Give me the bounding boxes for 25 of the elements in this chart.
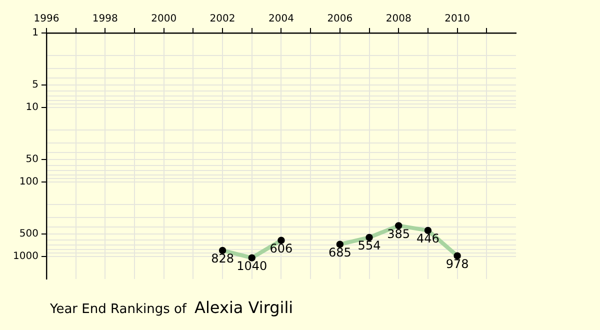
data-label: 554 [358, 238, 381, 253]
data-label: 385 [387, 226, 410, 241]
y-tick-label: 50 [26, 154, 38, 166]
data-label: 446 [416, 232, 440, 246]
data-label: 828 [211, 252, 234, 266]
text: Alexia Virgili [194, 298, 294, 317]
data-label: 685 [328, 245, 352, 260]
y-tick-label: 100 [19, 176, 38, 188]
y-tick-label: 5 [32, 80, 38, 91]
data-label: 1040 [236, 258, 268, 273]
y-tick-label: 500 [19, 228, 38, 240]
x-tick-label: 1998 [92, 14, 118, 25]
x-tick-label: 2006 [327, 14, 353, 25]
x-tick-label: 2004 [268, 14, 294, 25]
y-tick-label: 1 [32, 28, 38, 39]
x-tick-label: 2002 [210, 14, 236, 25]
data-label: 978 [446, 256, 469, 271]
y-tick-label: 10 [26, 102, 38, 114]
x-tick-label: 2000 [151, 14, 177, 25]
data-label: 606 [270, 241, 293, 256]
x-tick-label: 1996 [34, 14, 60, 25]
text: Year End Rankings of [50, 302, 187, 317]
x-tick-label: 2008 [386, 14, 412, 25]
x-tick-label: 2010 [444, 14, 470, 25]
y-tick-label: 1000 [12, 251, 38, 262]
